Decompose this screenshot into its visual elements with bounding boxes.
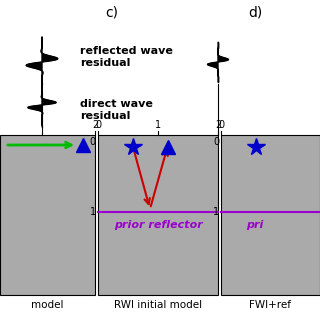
Text: 2: 2: [92, 120, 98, 130]
Text: 0: 0: [218, 120, 224, 130]
Text: 1: 1: [213, 207, 219, 217]
Text: 0: 0: [95, 120, 101, 130]
Text: 0: 0: [213, 137, 219, 147]
Text: 1: 1: [90, 207, 96, 217]
Text: d): d): [248, 5, 262, 19]
Text: c): c): [106, 5, 118, 19]
Text: 0: 0: [90, 137, 96, 147]
Bar: [221, 135, 320, 295]
Text: direct wave
residual: direct wave residual: [80, 99, 153, 121]
Text: reflected wave
residual: reflected wave residual: [80, 46, 173, 68]
Text: FWI+ref: FWI+ref: [249, 300, 291, 310]
Text: prior reflector: prior reflector: [114, 220, 202, 230]
Text: model: model: [31, 300, 63, 310]
Text: 2: 2: [215, 120, 221, 130]
Bar: [98, 135, 218, 295]
Text: 1: 1: [155, 120, 161, 130]
Text: pri: pri: [246, 220, 263, 230]
Text: RWI initial model: RWI initial model: [114, 300, 202, 310]
Bar: [0, 135, 95, 295]
